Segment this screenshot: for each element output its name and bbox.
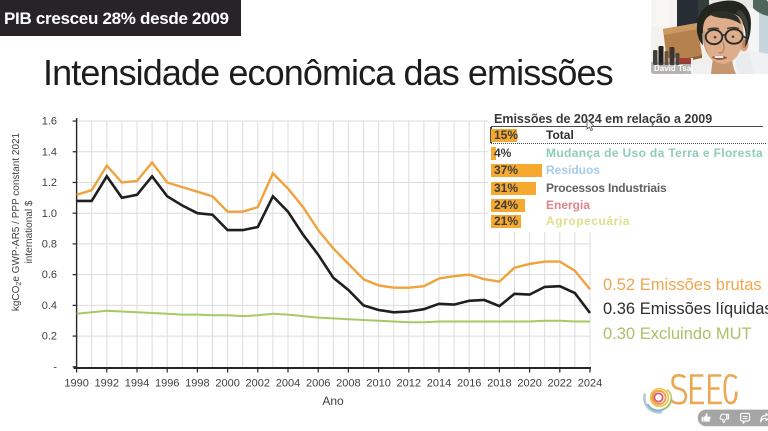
svg-text:-: -: [53, 361, 57, 373]
svg-text:0.4: 0.4: [42, 300, 57, 312]
svg-text:1.6: 1.6: [42, 116, 57, 128]
svg-text:2006: 2006: [306, 378, 330, 390]
svg-text:1992: 1992: [95, 378, 119, 390]
svg-text:1.2: 1.2: [42, 177, 57, 189]
svg-text:1996: 1996: [155, 378, 179, 390]
svg-text:David Tsai: David Tsai: [654, 64, 693, 73]
svg-text:1990: 1990: [64, 378, 88, 390]
svg-text:Ano: Ano: [322, 394, 344, 408]
svg-text:1.0: 1.0: [42, 208, 57, 220]
svg-text:2002: 2002: [246, 378, 270, 390]
svg-text:0.2: 0.2: [42, 331, 57, 343]
svg-text:0.8: 0.8: [42, 239, 57, 251]
svg-text:2012: 2012: [397, 378, 421, 390]
svg-text:1.4: 1.4: [42, 146, 57, 158]
svg-text:international $: international $: [24, 200, 35, 263]
svg-text:2014: 2014: [427, 378, 451, 390]
svg-text:2024: 2024: [578, 378, 602, 390]
svg-text:2000: 2000: [215, 378, 239, 390]
svg-text:2010: 2010: [366, 378, 390, 390]
svg-text:0.6: 0.6: [42, 269, 57, 281]
svg-text:1998: 1998: [185, 378, 209, 390]
svg-text:1994: 1994: [125, 378, 149, 390]
svg-text:2020: 2020: [517, 378, 541, 390]
svg-text:2016: 2016: [457, 378, 481, 390]
svg-text:2008: 2008: [336, 378, 360, 390]
svg-text:kgCO2e GWP-AR5 / PPP constant: kgCO2e GWP-AR5 / PPP constant 2021: [11, 132, 23, 311]
svg-text:2022: 2022: [548, 378, 572, 390]
svg-text:2004: 2004: [276, 378, 300, 390]
svg-text:2018: 2018: [487, 378, 511, 390]
